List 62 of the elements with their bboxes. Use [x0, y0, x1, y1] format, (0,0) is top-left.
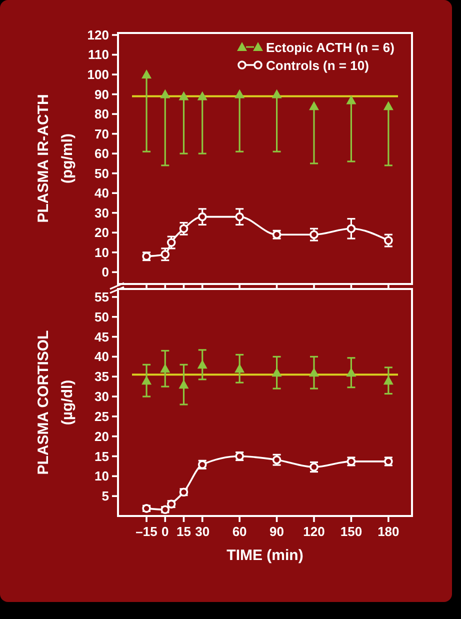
x-tick-label: 90: [270, 524, 284, 539]
point: [179, 224, 188, 234]
y-tick-label: 100: [87, 67, 109, 82]
point: [235, 212, 244, 222]
y-tick-label: 10: [94, 244, 109, 260]
x-tick-label: 150: [340, 524, 362, 539]
point: [384, 236, 393, 245]
y-tick-label: 30: [94, 205, 109, 220]
y-tick-label: 40: [94, 349, 109, 364]
point: [346, 95, 356, 104]
y-tick-label: 110: [88, 47, 109, 62]
x-tick-label: 120: [303, 524, 325, 539]
point: [142, 70, 152, 79]
y-tick-label: 20: [94, 225, 109, 240]
y-tick-label: 10: [94, 468, 109, 484]
y-tick-label: 40: [94, 186, 109, 201]
point: [234, 89, 245, 98]
y-tick-label: 45: [94, 329, 109, 344]
point: [178, 91, 189, 100]
point: [346, 224, 356, 234]
point: [234, 364, 245, 373]
y-tick-label: 60: [94, 146, 109, 162]
legend-label: Ectopic ACTH (n = 6): [266, 40, 394, 55]
x-tick-label: 15: [176, 524, 191, 539]
y-tick-label: 5: [102, 488, 109, 504]
point: [346, 368, 356, 377]
y-tick-label: 55: [94, 289, 109, 304]
y-tick-label: 15: [94, 448, 109, 464]
y-tick-label: 30: [94, 389, 109, 404]
point: [310, 230, 318, 239]
y-axis-title: PLASMA IR-ACTH (pg/ml): [35, 94, 76, 223]
point: [197, 91, 208, 100]
point: [272, 89, 282, 98]
point: [178, 380, 189, 389]
x-tick-label: 30: [195, 524, 210, 539]
point: [309, 368, 319, 377]
point: [160, 89, 170, 98]
point: [198, 212, 207, 222]
x-tick-label: 180: [378, 524, 400, 539]
y-tick-label: 70: [94, 126, 109, 142]
point: [383, 101, 394, 110]
y-tick-label: 0: [102, 264, 109, 280]
point: [383, 376, 394, 385]
y-tick-label: 80: [94, 106, 109, 122]
y-tick-label: 50: [94, 166, 109, 181]
x-tick-label: 0: [162, 524, 169, 539]
legend-label: Controls (n = 10): [266, 58, 369, 73]
point: [309, 101, 319, 110]
point: [160, 364, 170, 373]
x-axis-title: TIME (min): [226, 547, 304, 564]
point: [197, 360, 208, 369]
y-tick-label: 25: [94, 408, 109, 424]
point: [142, 376, 152, 385]
y-tick-label: 120: [87, 27, 109, 42]
y-tick-label: 20: [94, 428, 109, 444]
point: [272, 368, 282, 377]
y-tick-label: 90: [94, 86, 109, 102]
x-tick-label: –15: [136, 524, 158, 539]
x-tick-label: 60: [232, 524, 247, 539]
y-axis-title: PLASMA CORTISOL (µg/dl): [35, 330, 76, 475]
y-tick-label: 35: [94, 369, 109, 384]
y-tick-label: 50: [94, 309, 109, 324]
